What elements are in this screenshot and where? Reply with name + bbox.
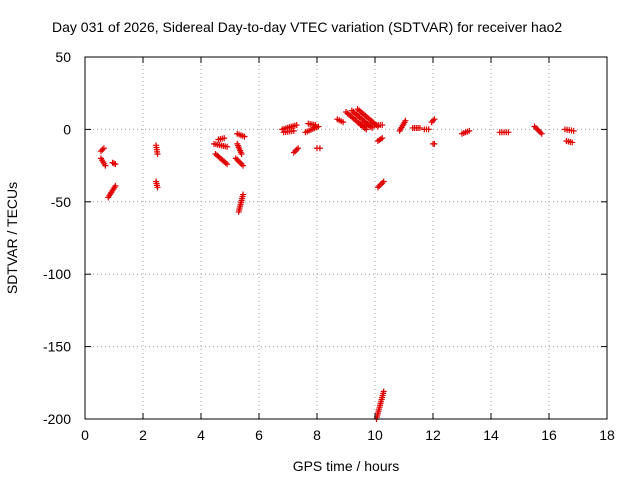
- x-axis-label: GPS time / hours: [293, 458, 400, 474]
- data-point: [100, 145, 107, 152]
- data-point: [377, 181, 384, 188]
- data-point: [235, 158, 242, 165]
- data-points: [97, 106, 577, 422]
- data-point: [154, 184, 161, 191]
- data-point: [505, 129, 512, 136]
- data-point: [380, 178, 387, 185]
- x-tick-label: 10: [367, 427, 383, 443]
- data-point: [532, 124, 539, 131]
- data-point: [112, 182, 119, 189]
- y-axis-ticks: -200 -150 -100 -50 0 50: [43, 49, 607, 427]
- y-tick-label: -200: [43, 411, 71, 427]
- y-tick-label: -50: [51, 194, 71, 210]
- data-point: [374, 184, 381, 191]
- data-point: [241, 133, 248, 140]
- data-point: [312, 122, 319, 129]
- data-point: [292, 148, 299, 155]
- data-point: [531, 123, 538, 130]
- data-point: [224, 143, 231, 150]
- data-point: [290, 127, 297, 134]
- x-tick-label: 12: [425, 427, 441, 443]
- data-point: [237, 159, 244, 166]
- x-tick-label: 16: [541, 427, 557, 443]
- data-point: [431, 116, 438, 123]
- data-point: [221, 135, 228, 142]
- chart-title: Day 031 of 2026, Sidereal Day-to-day VTE…: [52, 19, 562, 35]
- x-tick-label: 0: [81, 427, 89, 443]
- data-point: [466, 127, 473, 134]
- x-tick-label: 4: [197, 427, 205, 443]
- y-axis-label: SDTVAR / TECUs: [4, 182, 20, 294]
- data-point: [379, 135, 386, 142]
- data-point: [431, 140, 438, 147]
- y-tick-label: 0: [63, 121, 71, 137]
- data-point: [240, 162, 247, 169]
- data-point: [379, 122, 386, 129]
- data-point: [293, 146, 300, 153]
- y-tick-label: -150: [43, 339, 71, 355]
- data-point: [380, 388, 387, 395]
- data-point: [537, 129, 544, 136]
- data-point: [97, 148, 104, 155]
- plot-frame: [84, 56, 608, 420]
- data-point: [379, 179, 386, 186]
- data-point: [402, 117, 409, 124]
- data-point: [538, 130, 545, 137]
- data-point: [570, 127, 577, 134]
- data-point: [232, 155, 239, 162]
- data-point: [316, 145, 323, 152]
- data-point: [416, 124, 423, 131]
- data-point: [425, 126, 432, 133]
- x-tick-label: 2: [139, 427, 147, 443]
- data-point: [430, 117, 436, 124]
- data-point: [111, 160, 117, 167]
- data-point: [238, 151, 245, 158]
- x-axis-ticks: 0 2 4 6 8 10 12 14 16 18: [81, 57, 615, 443]
- data-point: [109, 159, 116, 166]
- data-point: [295, 145, 302, 152]
- data-point: [238, 161, 245, 168]
- data-point: [569, 139, 576, 146]
- data-point: [234, 156, 241, 163]
- data-point: [293, 122, 300, 129]
- data-point: [534, 126, 541, 133]
- data-point: [112, 161, 119, 168]
- x-tick-label: 14: [483, 427, 499, 443]
- y-tick-label: 50: [55, 49, 71, 65]
- data-point: [154, 151, 161, 158]
- x-tick-label: 18: [599, 427, 615, 443]
- data-point: [224, 161, 231, 168]
- data-point: [99, 146, 106, 153]
- x-tick-label: 6: [255, 427, 263, 443]
- data-point: [102, 162, 109, 169]
- data-point: [340, 119, 347, 126]
- data-point: [535, 127, 542, 134]
- data-point: [376, 182, 383, 189]
- data-point: [240, 191, 247, 198]
- grid-lines: [85, 57, 607, 419]
- x-tick-label: 8: [313, 427, 321, 443]
- data-point: [290, 149, 297, 156]
- data-point: [428, 119, 435, 126]
- y-tick-label: -100: [43, 266, 71, 282]
